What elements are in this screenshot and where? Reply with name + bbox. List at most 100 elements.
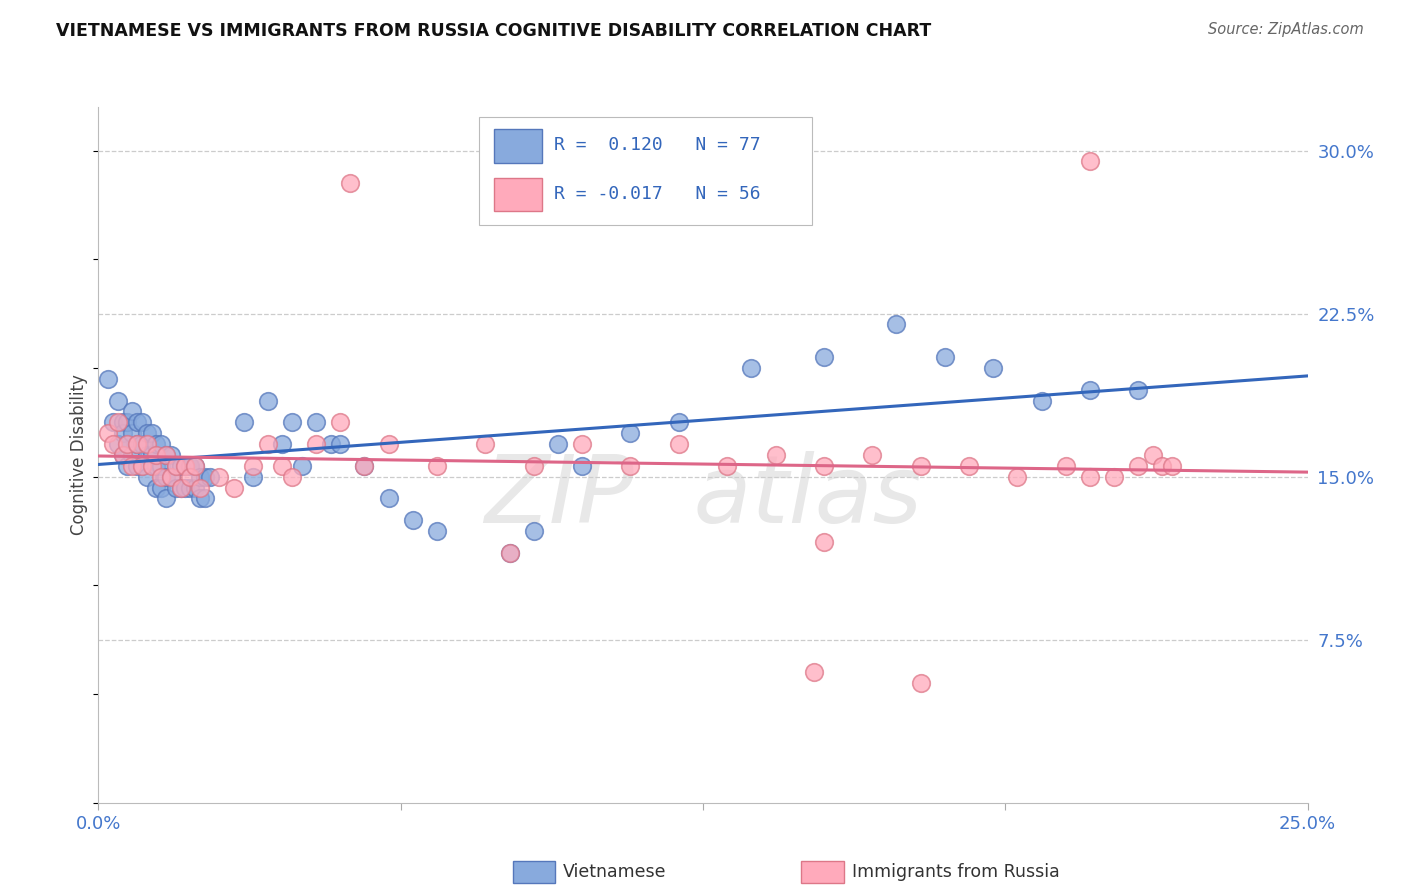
Point bbox=[169, 481, 191, 495]
Point bbox=[571, 437, 593, 451]
Point bbox=[150, 481, 173, 495]
Text: ZIP  atlas: ZIP atlas bbox=[484, 451, 922, 542]
Point bbox=[813, 535, 835, 549]
Point bbox=[117, 437, 139, 451]
Point bbox=[131, 458, 153, 473]
Point bbox=[174, 458, 197, 473]
Point bbox=[135, 448, 157, 462]
Point bbox=[107, 415, 129, 429]
Point bbox=[135, 437, 157, 451]
Point bbox=[160, 469, 183, 483]
Point bbox=[1152, 458, 1174, 473]
Text: VIETNAMESE VS IMMIGRANTS FROM RUSSIA COGNITIVE DISABILITY CORRELATION CHART: VIETNAMESE VS IMMIGRANTS FROM RUSSIA COG… bbox=[56, 22, 932, 40]
Point bbox=[426, 524, 449, 538]
Point bbox=[523, 524, 546, 538]
Point bbox=[135, 469, 157, 483]
Text: Immigrants from Russia: Immigrants from Russia bbox=[852, 863, 1060, 881]
Point bbox=[232, 415, 254, 429]
Point bbox=[474, 437, 496, 451]
Point bbox=[179, 469, 201, 483]
Point bbox=[1128, 458, 1150, 473]
Point bbox=[165, 458, 187, 473]
Point bbox=[222, 481, 245, 495]
Point bbox=[1007, 469, 1029, 483]
Point bbox=[547, 437, 569, 451]
Point bbox=[127, 458, 149, 473]
Point bbox=[256, 393, 278, 408]
Point bbox=[179, 458, 201, 473]
Point bbox=[121, 458, 143, 473]
Point bbox=[150, 437, 173, 451]
Point bbox=[169, 458, 191, 473]
Point bbox=[135, 426, 157, 441]
Point bbox=[145, 437, 167, 451]
Point bbox=[1031, 393, 1053, 408]
Point bbox=[813, 458, 835, 473]
Point bbox=[498, 546, 520, 560]
Point bbox=[981, 360, 1004, 375]
Point bbox=[111, 426, 134, 441]
Point bbox=[886, 318, 908, 332]
Point bbox=[1161, 458, 1184, 473]
Point bbox=[281, 469, 304, 483]
FancyBboxPatch shape bbox=[494, 178, 543, 211]
Point bbox=[141, 448, 163, 462]
Point bbox=[169, 481, 191, 495]
Point bbox=[290, 458, 312, 473]
Point bbox=[329, 437, 352, 451]
Point bbox=[127, 437, 149, 451]
Point bbox=[145, 481, 167, 495]
Point bbox=[111, 448, 134, 462]
Point bbox=[1078, 154, 1101, 169]
Point bbox=[160, 448, 183, 462]
Point bbox=[127, 437, 149, 451]
Point bbox=[97, 372, 120, 386]
Point bbox=[107, 437, 129, 451]
Point bbox=[117, 415, 139, 429]
Point bbox=[498, 546, 520, 560]
Point bbox=[165, 458, 187, 473]
Point bbox=[402, 513, 425, 527]
Point bbox=[716, 458, 738, 473]
Point bbox=[111, 448, 134, 462]
Point bbox=[860, 448, 883, 462]
Point bbox=[377, 491, 399, 506]
Point bbox=[101, 437, 124, 451]
Point bbox=[377, 437, 399, 451]
Point bbox=[145, 458, 167, 473]
Text: Source: ZipAtlas.com: Source: ZipAtlas.com bbox=[1208, 22, 1364, 37]
Point bbox=[141, 458, 163, 473]
Point bbox=[1054, 458, 1077, 473]
Point bbox=[305, 437, 328, 451]
Point bbox=[179, 481, 201, 495]
Point bbox=[281, 415, 304, 429]
Point bbox=[155, 469, 177, 483]
Point bbox=[150, 458, 173, 473]
Text: R =  0.120   N = 77: R = 0.120 N = 77 bbox=[554, 136, 761, 154]
Point bbox=[242, 469, 264, 483]
Point bbox=[934, 350, 956, 364]
Point bbox=[813, 350, 835, 364]
Point bbox=[619, 426, 641, 441]
Text: Vietnamese: Vietnamese bbox=[562, 863, 666, 881]
Point bbox=[97, 426, 120, 441]
FancyBboxPatch shape bbox=[494, 129, 543, 162]
Point bbox=[101, 415, 124, 429]
Point bbox=[174, 458, 197, 473]
Point bbox=[426, 458, 449, 473]
Point bbox=[174, 481, 197, 495]
Point bbox=[150, 469, 173, 483]
Point bbox=[523, 458, 546, 473]
Point bbox=[165, 481, 187, 495]
Point bbox=[1142, 448, 1164, 462]
Point bbox=[155, 448, 177, 462]
Point bbox=[121, 448, 143, 462]
Point bbox=[740, 360, 762, 375]
Point bbox=[188, 481, 211, 495]
Point bbox=[184, 458, 207, 473]
Point bbox=[1128, 383, 1150, 397]
Point bbox=[353, 458, 375, 473]
Point bbox=[121, 404, 143, 418]
Point bbox=[339, 176, 361, 190]
Point bbox=[117, 458, 139, 473]
